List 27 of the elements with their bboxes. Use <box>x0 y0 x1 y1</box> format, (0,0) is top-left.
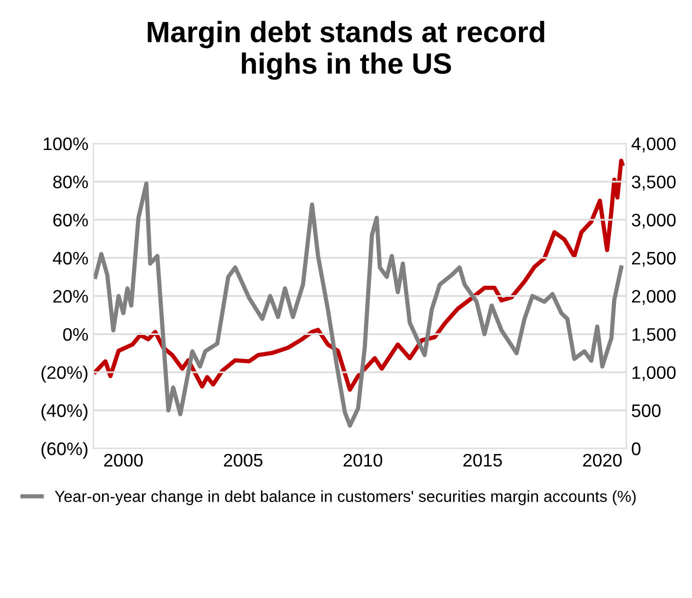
y2-tick-label: 2,000 <box>632 290 676 305</box>
x-tick-label: 2005 <box>224 454 262 467</box>
y-tick-label: 0% <box>63 328 88 341</box>
y-tick-label: (20%) <box>42 366 88 383</box>
x-tick-label: 2010 <box>344 454 382 467</box>
chart-title: Margin debt stands at record highs in the US <box>148 20 544 80</box>
y2-tick-label: 3,000 <box>632 214 676 229</box>
y-tick-label: 40% <box>52 252 88 265</box>
y-tick-label: (40%) <box>42 404 88 421</box>
y-tick-label: (60%) <box>42 442 88 459</box>
y-tick-label: 60% <box>53 214 88 226</box>
y2-tick-label: 3,500 <box>632 176 676 190</box>
y2-tick-label: 4,000 <box>632 137 676 152</box>
y-tick-label: 100% <box>44 137 88 150</box>
x-tick-label: 2020 <box>583 454 622 467</box>
x-tick-label: 2015 <box>463 454 502 467</box>
legend-label: Year-on-year change in debt balance in customers' securities margin accounts (%) <box>54 490 636 506</box>
line-series <box>93 158 624 392</box>
y2-tick-label: 1,500 <box>632 328 676 343</box>
y2-tick-label: 1,000 <box>632 366 676 382</box>
y-tick-label: 20% <box>53 290 88 303</box>
y2-tick-label: 2,500 <box>632 252 676 267</box>
x-tick-label: 2000 <box>104 454 143 467</box>
line-series <box>93 181 624 428</box>
y-tick-label: 80% <box>53 176 88 188</box>
y2-tick-label: 500 <box>632 404 661 418</box>
y2-tick-label: 0 <box>632 442 640 456</box>
